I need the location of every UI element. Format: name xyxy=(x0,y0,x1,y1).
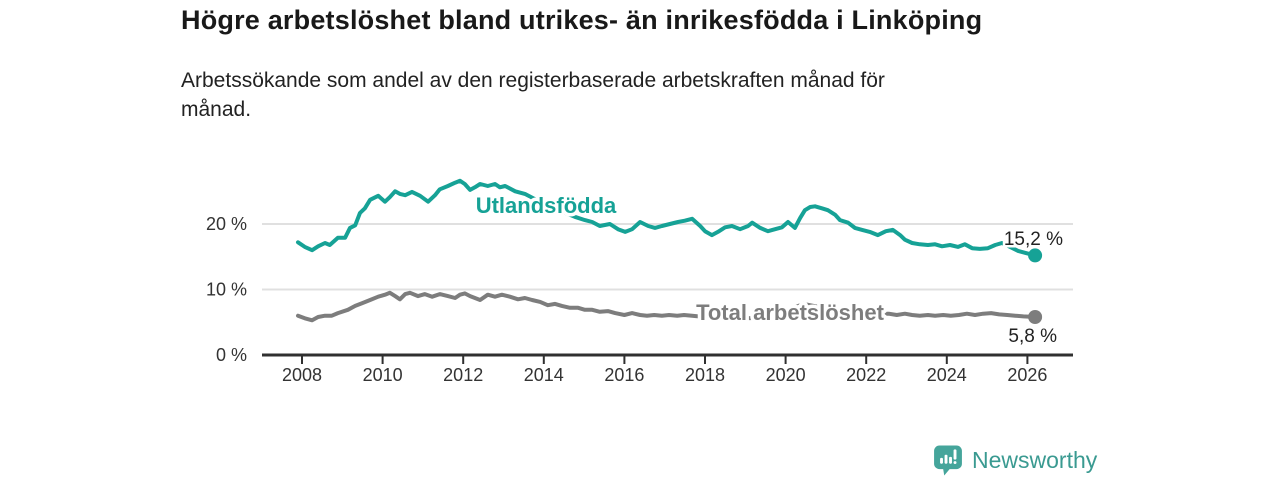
chart-subtitle: Arbetssökande som andel av den registerb… xyxy=(181,69,885,121)
brand-name: Newsworthy xyxy=(972,447,1098,473)
series-line xyxy=(296,178,1038,258)
series-label: Total arbetslöshet xyxy=(696,300,885,325)
x-tick-label: 2008 xyxy=(282,365,322,385)
x-tick-label: 2026 xyxy=(1007,365,1047,385)
x-tick-label: 2022 xyxy=(846,365,886,385)
end-value-label: 15,2 % xyxy=(1004,229,1063,250)
series-line xyxy=(296,290,1038,323)
series-end-dot xyxy=(1028,310,1043,324)
y-tick-label: 10 % xyxy=(206,280,247,300)
series-label: Utlandsfödda xyxy=(476,193,617,218)
x-tick-label: 2020 xyxy=(766,365,806,385)
x-tick-label: 2024 xyxy=(927,365,967,385)
series-end-dot xyxy=(1028,248,1043,263)
newsworthy-logo-icon xyxy=(934,445,962,476)
chart-title: Högre arbetslöshet bland utrikes- än inr… xyxy=(181,5,983,35)
y-tick-label: 20 % xyxy=(206,214,247,234)
x-tick-label: 2012 xyxy=(443,365,483,385)
brand-footer: Newsworthy xyxy=(933,444,1097,477)
x-tick-label: 2018 xyxy=(685,365,725,385)
end-value-label: 5,8 % xyxy=(1008,326,1057,347)
y-tick-label: 0 % xyxy=(216,345,247,365)
x-tick-label: 2016 xyxy=(604,365,644,385)
x-tick-label: 2010 xyxy=(363,365,403,385)
x-tick-label: 2014 xyxy=(524,365,564,385)
